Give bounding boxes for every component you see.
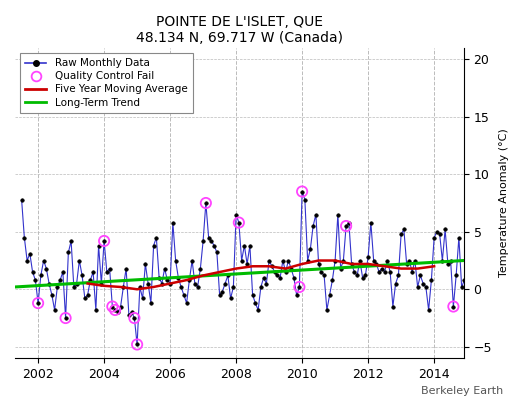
Y-axis label: Temperature Anomaly (°C): Temperature Anomaly (°C) <box>499 129 509 277</box>
Point <box>202 200 210 206</box>
Point <box>108 303 116 310</box>
Point <box>130 315 138 321</box>
Point <box>34 300 42 306</box>
Point <box>61 315 70 321</box>
Legend: Raw Monthly Data, Quality Control Fail, Five Year Moving Average, Long-Term Tren: Raw Monthly Data, Quality Control Fail, … <box>20 53 192 113</box>
Title: POINTE DE L'ISLET, QUE
48.134 N, 69.717 W (Canada): POINTE DE L'ISLET, QUE 48.134 N, 69.717 … <box>136 15 343 45</box>
Point <box>298 188 307 195</box>
Point <box>235 219 243 226</box>
Point <box>133 341 141 348</box>
Point <box>449 303 457 310</box>
Point <box>100 238 108 244</box>
Point <box>111 307 119 313</box>
Point <box>342 223 351 229</box>
Text: Berkeley Earth: Berkeley Earth <box>421 386 503 396</box>
Point <box>295 284 303 290</box>
